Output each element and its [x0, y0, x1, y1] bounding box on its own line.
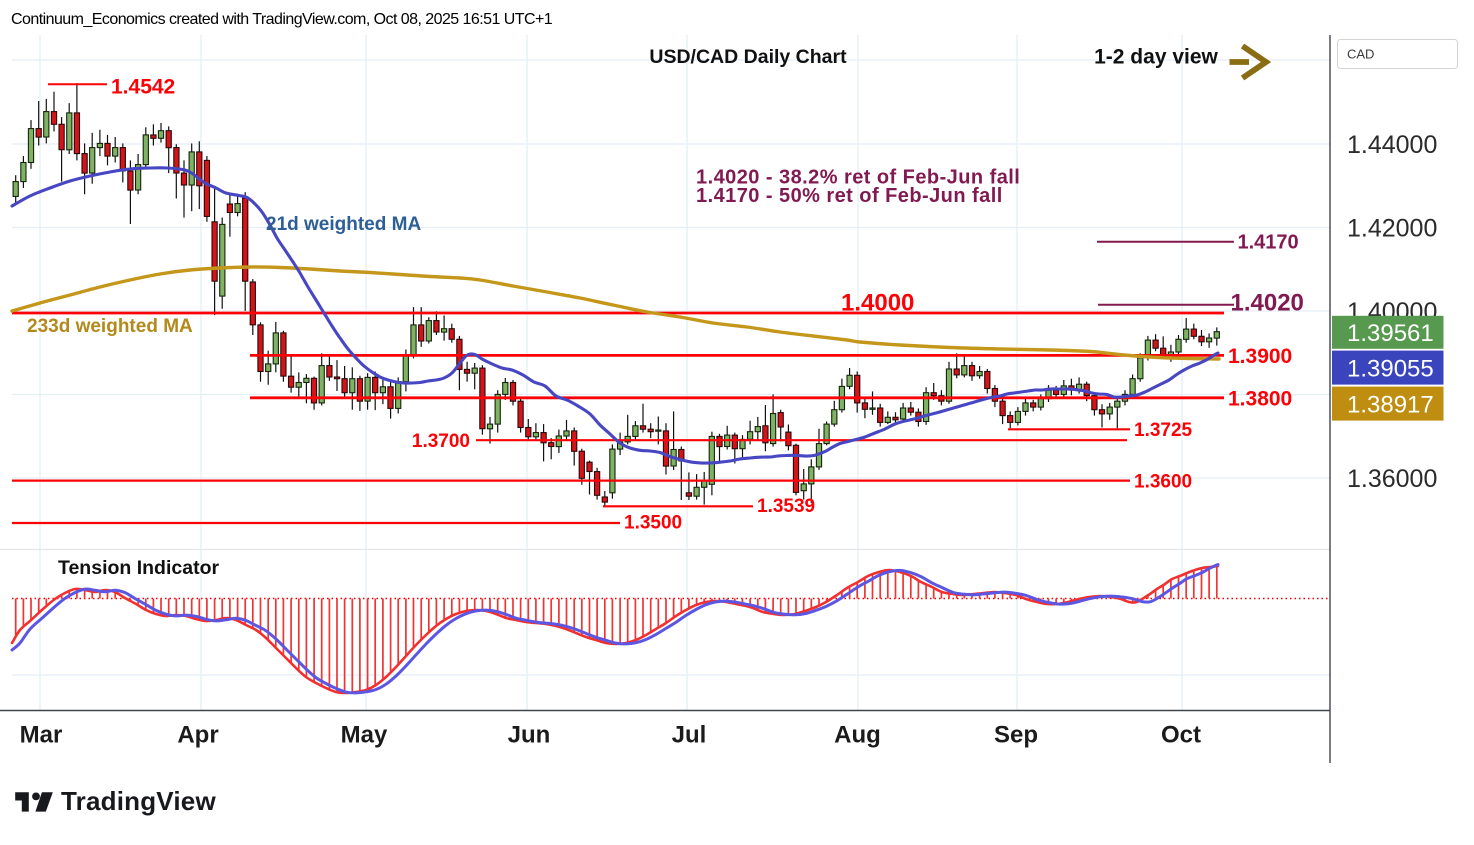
svg-text:Oct: Oct [1161, 722, 1201, 749]
svg-text:May: May [341, 722, 388, 749]
svg-text:233d weighted MA: 233d weighted MA [27, 316, 193, 337]
svg-text:1.36000: 1.36000 [1347, 465, 1437, 493]
svg-text:1.39561: 1.39561 [1347, 320, 1434, 347]
svg-text:1.3600: 1.3600 [1134, 472, 1192, 493]
svg-text:1.4000: 1.4000 [841, 290, 914, 317]
svg-text:CAD: CAD [1347, 47, 1374, 62]
svg-text:USD/CAD Daily Chart: USD/CAD Daily Chart [649, 46, 847, 68]
svg-text:1.44000: 1.44000 [1347, 131, 1437, 159]
svg-text:Apr: Apr [177, 722, 218, 749]
svg-text:TradingView: TradingView [61, 786, 216, 816]
svg-text:1.39055: 1.39055 [1347, 355, 1434, 382]
svg-text:1.4542: 1.4542 [111, 76, 175, 99]
svg-text:Aug: Aug [834, 722, 881, 749]
svg-text:1.3700: 1.3700 [412, 431, 470, 452]
svg-text:Jul: Jul [672, 722, 707, 749]
svg-text:1.3725: 1.3725 [1134, 420, 1193, 441]
svg-text:Sep: Sep [994, 722, 1038, 749]
svg-text:1.4170: 1.4170 [1238, 231, 1299, 253]
svg-text:1.3800: 1.3800 [1228, 388, 1292, 411]
svg-text:1-2 day view: 1-2 day view [1094, 46, 1218, 69]
svg-text:1.42000: 1.42000 [1347, 215, 1437, 243]
svg-text:Continuum_Economics created wi: Continuum_Economics created with Trading… [11, 11, 553, 28]
svg-text:1.38917: 1.38917 [1347, 391, 1434, 418]
svg-text:Jun: Jun [508, 722, 551, 749]
svg-text:Mar: Mar [20, 722, 63, 749]
svg-text:1.4020 - 38.2% ret of Feb-Jun: 1.4020 - 38.2% ret of Feb-Jun fall [696, 167, 1020, 189]
svg-text:21d weighted MA: 21d weighted MA [266, 214, 421, 235]
svg-text:1.3539: 1.3539 [757, 496, 815, 517]
svg-text:1.4170 - 50% ret of Feb-Jun fa: 1.4170 - 50% ret of Feb-Jun fall [696, 185, 1003, 207]
svg-text:1.4020: 1.4020 [1231, 290, 1304, 317]
svg-text:1.3900: 1.3900 [1228, 345, 1292, 368]
svg-text:Tension Indicator: Tension Indicator [58, 557, 219, 579]
svg-text:1.3500: 1.3500 [624, 513, 682, 534]
